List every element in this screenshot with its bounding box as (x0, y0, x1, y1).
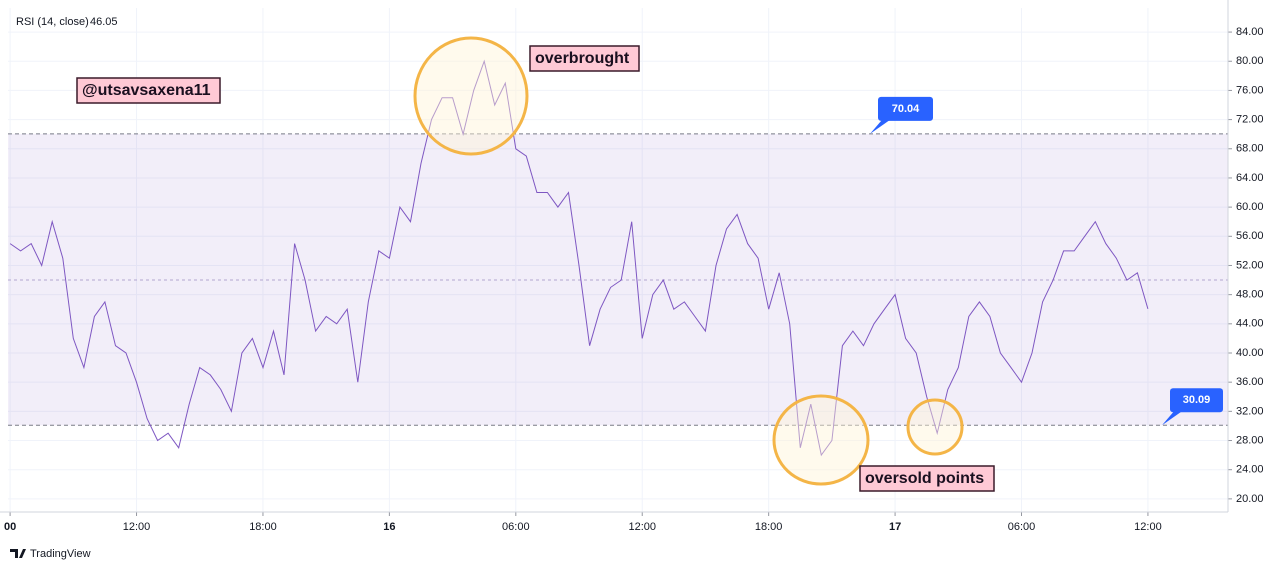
y-tick-label: 68.00 (1236, 143, 1264, 155)
level-tag-pointer (870, 119, 890, 134)
y-tick-label: 44.00 (1236, 318, 1264, 330)
logo (10, 549, 26, 558)
x-tick-label: 06:00 (502, 521, 530, 533)
x-tick-label: 06:00 (1008, 521, 1036, 533)
annotation-box (529, 45, 640, 72)
y-tick-label: 60.00 (1236, 201, 1264, 213)
y-tick-label: 32.00 (1236, 405, 1264, 417)
x-tick-label: 18:00 (755, 521, 783, 533)
rsi-line (9, 59, 1149, 457)
y-tick-label: 76.00 (1236, 84, 1264, 96)
x-tick-label: 17 (889, 521, 901, 533)
y-tick-label: 40.00 (1236, 347, 1264, 359)
source: TradingView (30, 548, 91, 560)
y-tick-label: 84.00 (1236, 26, 1264, 38)
level-tag-label: 70.04 (892, 103, 920, 115)
y-tick-label: 48.00 (1236, 289, 1264, 301)
watermark: @utsavsaxena11 (82, 82, 211, 99)
y-tick-label: 20.00 (1236, 493, 1264, 505)
level-tag-label: 30.09 (1183, 394, 1211, 406)
y-tick-label: 72.00 (1236, 114, 1264, 126)
annotation-box (859, 465, 995, 492)
x-tick-label: 18:00 (249, 521, 277, 533)
watermark-box (76, 77, 221, 104)
y-tick-label: 64.00 (1236, 172, 1264, 184)
y-tick-label: 56.00 (1236, 230, 1264, 242)
y-tick-label: 36.00 (1236, 376, 1264, 388)
y-tick-label: 52.00 (1236, 259, 1264, 271)
x-tick-label: 00 (4, 521, 16, 533)
y-tick-label: 24.00 (1236, 464, 1264, 476)
level-tag (878, 96, 933, 121)
annotation: oversold points (865, 470, 984, 487)
y-tick-label: 80.00 (1236, 55, 1264, 67)
last-value: 46.05 (90, 16, 118, 28)
highlight-circle (413, 36, 529, 156)
x-tick-label: 12:00 (628, 521, 656, 533)
x-tick-label: 12:00 (123, 521, 151, 533)
level-tag (1170, 388, 1223, 413)
annotation: overbrought (535, 50, 630, 67)
highlight-circle (772, 394, 870, 486)
x-tick-label: 16 (383, 521, 395, 533)
y-tick-label: 28.00 (1236, 434, 1264, 446)
highlight-circle (906, 398, 964, 456)
level-tag-pointer (1162, 411, 1182, 426)
indicator-title: RSI (14, close) (16, 16, 89, 28)
x-tick-label: 12:00 (1134, 521, 1162, 533)
